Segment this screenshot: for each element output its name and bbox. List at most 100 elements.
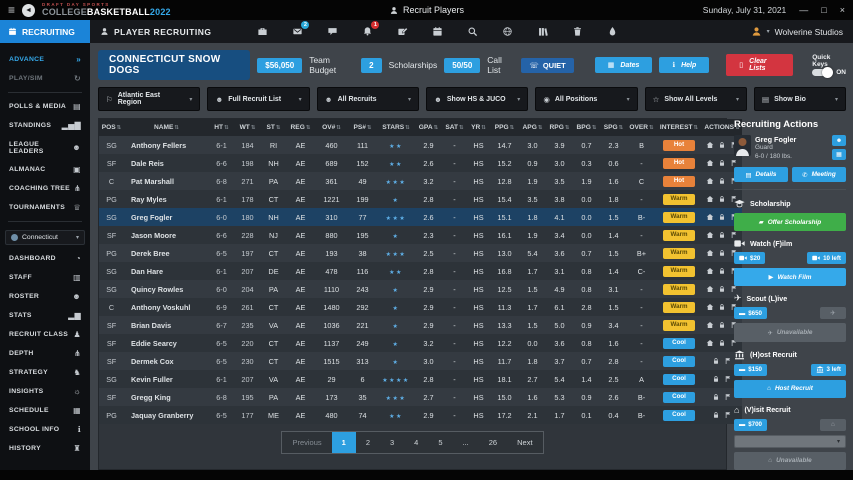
filter-region[interactable]: ⚐ Atlantic East Region ▾ [98,87,201,111]
lock-icon[interactable] [712,411,720,419]
sidebar-item-coaching-tree[interactable]: COACHING TREE ⋔ [0,179,90,198]
visit-date-select[interactable]: ▾ [734,434,846,448]
home-icon[interactable] [706,285,714,293]
sidebar-item-strategy[interactable]: STRATEGY ♞ [0,363,90,382]
lock-icon[interactable] [718,231,726,239]
col-interest[interactable]: INTEREST⇅ [656,119,702,136]
flag-icon[interactable] [730,249,738,257]
col-ov[interactable]: OV#⇅ [315,119,348,136]
table-row[interactable]: SF Dermek Cox 6-5 230 CT AE 1515 313 ★ 3.0 - HS 11.7… [99,352,742,370]
sidebar-item-roster[interactable]: ROSTER ☻ [0,287,90,306]
lock-icon[interactable] [718,159,726,167]
flag-icon[interactable] [724,375,732,383]
home-icon[interactable] [706,339,714,347]
sidebar-item-schedule[interactable]: SCHEDULE ▦ [0,401,90,420]
calendar-strip-icon[interactable] [432,26,443,37]
home-icon[interactable] [706,267,714,275]
briefcase-icon[interactable] [257,26,268,37]
table-row[interactable]: PG Ray Myles 6-1 178 CT AE 1221 199 ★ 2.8 - HS 15.4 3… [99,190,742,208]
player-profile-button[interactable]: ☻ [832,135,846,146]
close-button[interactable]: × [839,4,845,15]
home-icon[interactable] [706,141,714,149]
col-over[interactable]: OVER⇅ [627,119,656,136]
scout-live-disabled-button[interactable]: ✈ [820,307,846,320]
minimize-button[interactable]: — [799,4,809,15]
filter-positions[interactable]: ◉ All Positions ▾ [535,87,638,111]
col-rpg[interactable]: RPG⇅ [546,119,573,136]
col-st[interactable]: ST⇅ [261,119,286,136]
player-report-button[interactable]: ▦ [832,149,846,160]
next-page-button[interactable]: Next [517,438,533,447]
col-bpg[interactable]: BPG⇅ [573,119,600,136]
col-wt[interactable]: WT⇅ [234,119,261,136]
home-icon[interactable] [706,249,714,257]
sidebar-item-history[interactable]: HISTORY ♜ [0,439,90,458]
home-icon[interactable] [706,321,714,329]
dates-button[interactable]: ▦ Dates [594,57,653,73]
flag-icon[interactable] [730,231,738,239]
meeting-button[interactable]: ✆ Meeting [792,167,846,183]
filter-bio[interactable]: ▤ Show Bio ▾ [753,87,846,111]
home-icon[interactable] [706,213,714,221]
lock-icon[interactable] [718,321,726,329]
droplet-icon[interactable] [607,26,618,37]
filter-recruit-type[interactable]: ☻ All Recruits ▾ [316,87,419,111]
home-icon[interactable] [706,177,714,185]
watch-film-button[interactable]: ▶ Watch Film [734,268,846,287]
compose-icon[interactable] [397,26,409,37]
filter-school-level[interactable]: ☻ Show HS & JUCO ▾ [425,87,529,111]
home-icon[interactable] [706,159,714,167]
lock-icon[interactable] [718,195,726,203]
table-row[interactable]: SF Gregg King 6-8 195 PA AE 173 35 ★★★ 2.7 - HS 15.0… [99,388,742,406]
visit-disabled-button[interactable]: ⌂ [820,418,846,431]
col-actions[interactable]: ACTIONS⇅ [702,119,742,136]
sidebar-item-polls-media[interactable]: POLLS & MEDIA ▤ [0,97,90,116]
previous-page-button[interactable]: Previous [292,438,322,447]
sidebar-item-recruit-class[interactable]: RECRUIT CLASS ♟ [0,325,90,344]
table-row[interactable]: SF Dale Reis 6-6 198 NH AE 689 152 ★★ 2.6 - HS 15.2 0… [99,154,742,172]
sidebar-item-insights[interactable]: INSIGHTS ☼ [0,382,90,401]
flag-icon[interactable] [730,285,738,293]
sidebar-item-tournaments[interactable]: TOURNAMENTS ♕ [0,198,90,217]
flag-icon[interactable] [730,303,738,311]
col-ht[interactable]: HT⇅ [209,119,234,136]
table-row[interactable]: SG Quincy Rowles 6-0 204 PA AE 1110 243 ★ 2.9 - HS 1… [99,280,742,298]
globe-icon[interactable] [502,26,513,37]
table-row[interactable]: C Pat Marshall 6-8 271 PA AE 361 49 ★★★ 3.2 - HS 12.… [99,172,742,190]
help-button[interactable]: ℹ Help [659,57,710,73]
table-row[interactable]: SG Greg Fogler 6-0 180 NH AE 310 77 ★★★ 2.6 - HS 15.… [99,208,742,226]
table-row[interactable]: SG Kevin Fuller 6-1 207 VA AE 29 6 ★★★★ 2.8 - HS 18.… [99,370,742,388]
lock-icon[interactable] [718,213,726,221]
lock-icon[interactable] [718,285,726,293]
team-select[interactable]: Connecticut ▾ [5,230,85,245]
lock-icon[interactable] [712,375,720,383]
table-row[interactable]: C Anthony Voskuhl 6-9 261 CT AE 1480 292 ★ 2.9 - HS… [99,298,742,316]
team-name-button[interactable]: CONNECTICUT SNOW DOGS [98,50,251,80]
offer-scholarship-button[interactable]: ▰ Offer Scholarship [734,213,846,232]
lock-icon[interactable] [718,141,726,149]
page-button-1[interactable]: 1 [331,432,356,453]
lock-icon[interactable] [718,339,726,347]
page-button-26[interactable]: 26 [488,438,498,447]
sidebar-item-league-leaders[interactable]: LEAGUE LEADERS ☻ [0,135,90,160]
col-gpa[interactable]: GPA⇅ [415,119,442,136]
search-icon[interactable] [467,26,478,37]
col-ppg[interactable]: PPG⇅ [490,119,519,136]
home-icon[interactable] [706,303,714,311]
col-name[interactable]: NAME⇅ [124,119,209,136]
page-button-3[interactable]: 3 [389,438,395,447]
col-apg[interactable]: APG⇅ [519,119,546,136]
sidebar-item-dashboard[interactable]: DASHBOARD ◔ [0,249,90,268]
sidebar-item-standings[interactable]: STANDINGS ▂▅▇ [0,116,90,135]
studio-menu[interactable]: ▾ Wolverine Studios [751,26,843,37]
lock-icon[interactable] [718,267,726,275]
flag-icon[interactable] [724,357,732,365]
host-recruit-button[interactable]: ⌂ Host Recruit [734,379,846,398]
table-row[interactable]: PG Jaquay Granberry 6-5 177 ME AE 480 74 ★★ 2.9 - H… [99,406,742,424]
table-row[interactable]: SG Dan Hare 6-1 207 DE AE 478 116 ★★ 2.8 - HS 16.8 1.… [99,262,742,280]
books-icon[interactable] [537,26,549,37]
trash-icon[interactable] [572,26,583,37]
sidebar-item-school-info[interactable]: SCHOOL INFO ℹ [0,420,90,439]
details-button[interactable]: ▤ Details [734,167,788,183]
flag-icon[interactable] [730,195,738,203]
